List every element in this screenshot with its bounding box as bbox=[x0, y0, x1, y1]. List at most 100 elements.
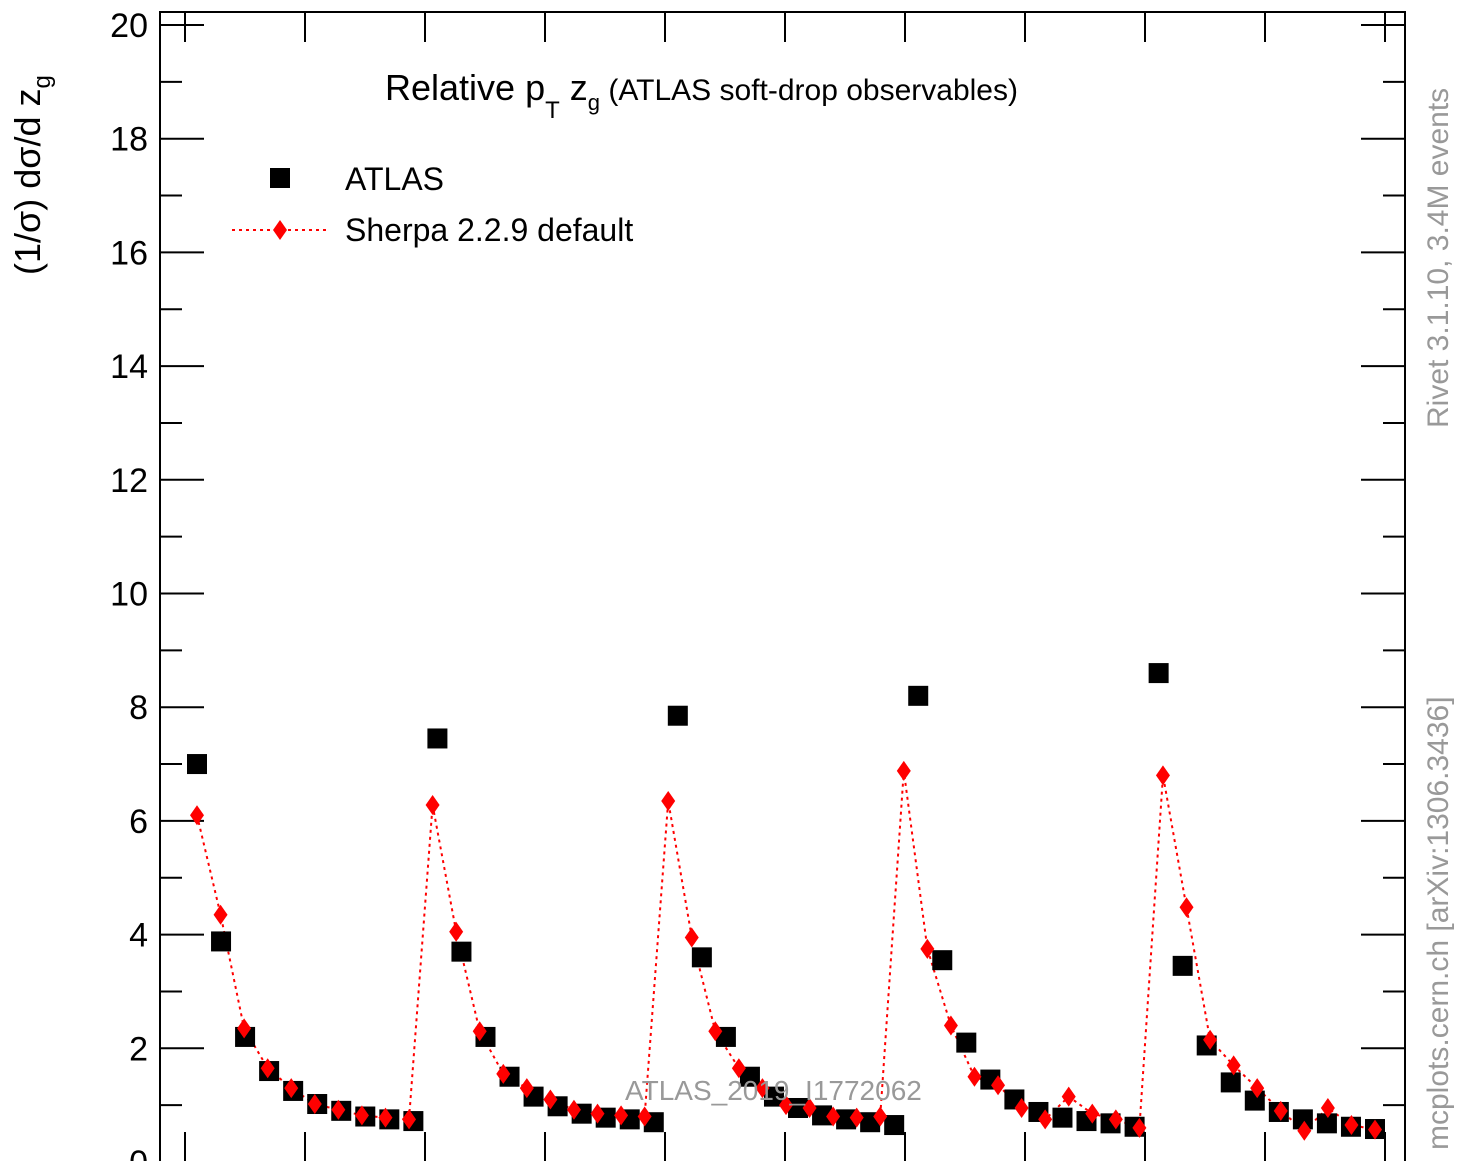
sherpa-point bbox=[1038, 1109, 1053, 1130]
sherpa-point bbox=[1297, 1120, 1312, 1141]
sherpa-point bbox=[496, 1063, 511, 1084]
legend: ATLAS Sherpa 2.2.9 default bbox=[232, 161, 633, 248]
sherpa-point bbox=[519, 1078, 534, 1099]
sherpa-point bbox=[1155, 765, 1170, 786]
y-tick-label: 16 bbox=[110, 234, 148, 272]
atlas-point bbox=[1052, 1107, 1073, 1128]
sherpa-point bbox=[849, 1107, 864, 1128]
atlas-point bbox=[956, 1032, 977, 1053]
atlas-point bbox=[788, 1097, 809, 1118]
atlas-point bbox=[1316, 1113, 1337, 1134]
atlas-point bbox=[763, 1086, 784, 1107]
sherpa-points bbox=[190, 760, 1382, 1141]
atlas-point bbox=[1292, 1109, 1313, 1130]
y-axis-label-main: (1/σ) dσ/d z bbox=[7, 89, 48, 276]
sherpa-point bbox=[1368, 1119, 1382, 1140]
y-tick-label: 4 bbox=[129, 917, 148, 955]
title-sub-t: T bbox=[545, 97, 560, 124]
sherpa-point bbox=[943, 1015, 958, 1036]
watermark: ATLAS_2019_I1772062 bbox=[625, 1075, 922, 1106]
sherpa-point bbox=[637, 1106, 652, 1127]
y-tick-label: 6 bbox=[129, 803, 148, 841]
sherpa-point bbox=[731, 1058, 746, 1079]
y-axis-label: (1/σ) dσ/d zg bbox=[7, 75, 56, 275]
sherpa-point bbox=[1179, 897, 1194, 918]
atlas-point bbox=[884, 1115, 905, 1136]
atlas-point bbox=[1220, 1072, 1241, 1093]
sherpa-point bbox=[1226, 1055, 1241, 1076]
y-tick-label: 8 bbox=[129, 689, 148, 727]
y-tick-labels: 0 2 4 6 8 10 12 14 16 18 20 bbox=[110, 7, 148, 1161]
sherpa-point bbox=[284, 1078, 299, 1099]
title-mid: z bbox=[560, 67, 588, 108]
y-tick-label: 12 bbox=[110, 462, 148, 500]
atlas-point bbox=[836, 1109, 857, 1130]
sherpa-point bbox=[1273, 1100, 1288, 1121]
y-axis-label-sub: g bbox=[29, 75, 56, 88]
sherpa-point bbox=[1344, 1115, 1359, 1136]
sherpa-point bbox=[190, 805, 204, 826]
axis-ticks bbox=[160, 12, 1405, 1161]
sherpa-point bbox=[708, 1021, 723, 1042]
sherpa-point bbox=[1132, 1117, 1147, 1138]
atlas-point bbox=[932, 950, 953, 971]
title-main: Relative p bbox=[385, 67, 545, 108]
sherpa-point bbox=[213, 904, 228, 925]
chart-title: Relative pT zg (ATLAS soft-drop observab… bbox=[385, 67, 1018, 124]
sherpa-point bbox=[991, 1075, 1006, 1096]
sherpa-point bbox=[661, 791, 676, 812]
sherpa-point bbox=[1014, 1097, 1029, 1118]
y-tick-label: 20 bbox=[110, 7, 148, 45]
sherpa-point bbox=[307, 1094, 322, 1115]
atlas-point bbox=[691, 947, 712, 968]
sherpa-point bbox=[1320, 1097, 1335, 1118]
plot-frame bbox=[159, 11, 1406, 1161]
legend-atlas-marker bbox=[270, 168, 290, 188]
atlas-points bbox=[187, 663, 1385, 1140]
sherpa-point bbox=[826, 1106, 841, 1127]
title-suffix: (ATLAS soft-drop observables) bbox=[600, 74, 1018, 107]
atlas-point bbox=[739, 1066, 760, 1087]
sherpa-point bbox=[543, 1089, 558, 1110]
sherpa-point bbox=[590, 1103, 605, 1124]
y-tick-label: 10 bbox=[110, 576, 148, 614]
sherpa-point bbox=[967, 1066, 982, 1087]
sherpa-point bbox=[1061, 1086, 1076, 1107]
atlas-point bbox=[187, 754, 207, 775]
sherpa-point bbox=[566, 1099, 581, 1120]
atlas-point bbox=[211, 931, 232, 952]
sherpa-point bbox=[1250, 1078, 1265, 1099]
sherpa-point bbox=[779, 1095, 793, 1116]
rivet-version-label: Rivet 3.1.10, 3.4M events bbox=[1422, 87, 1455, 428]
sherpa-point bbox=[684, 927, 699, 948]
legend-sherpa-marker bbox=[273, 220, 287, 240]
sherpa-point bbox=[1085, 1103, 1100, 1124]
y-tick-label: 18 bbox=[110, 121, 148, 159]
sherpa-point bbox=[331, 1099, 346, 1120]
atlas-point bbox=[451, 941, 472, 962]
sherpa-point bbox=[354, 1105, 369, 1126]
sherpa-point bbox=[1203, 1029, 1218, 1050]
sherpa-point bbox=[449, 921, 464, 942]
sherpa-point bbox=[260, 1058, 275, 1079]
atlas-point bbox=[427, 728, 448, 749]
y-tick-label: 2 bbox=[129, 1030, 148, 1068]
mcplots-reference-label: mcplots.cern.ch [arXiv:1306.3436] bbox=[1422, 696, 1455, 1150]
sherpa-point bbox=[378, 1107, 393, 1128]
sherpa-point bbox=[755, 1078, 770, 1099]
legend-atlas-label: ATLAS bbox=[345, 161, 444, 197]
title-sub-g: g bbox=[588, 90, 600, 115]
sherpa-point bbox=[425, 794, 440, 815]
atlas-point bbox=[1244, 1090, 1265, 1111]
sherpa-point bbox=[614, 1105, 629, 1126]
sherpa-point bbox=[1108, 1109, 1123, 1130]
sherpa-point bbox=[237, 1018, 252, 1039]
sherpa-point bbox=[896, 760, 911, 781]
legend-sherpa-label: Sherpa 2.2.9 default bbox=[345, 212, 633, 248]
atlas-point bbox=[667, 705, 688, 726]
y-tick-label: 14 bbox=[110, 348, 148, 386]
atlas-point bbox=[1148, 663, 1169, 684]
sherpa-point bbox=[802, 1097, 817, 1118]
atlas-point bbox=[1172, 955, 1193, 976]
atlas-point bbox=[812, 1105, 833, 1126]
